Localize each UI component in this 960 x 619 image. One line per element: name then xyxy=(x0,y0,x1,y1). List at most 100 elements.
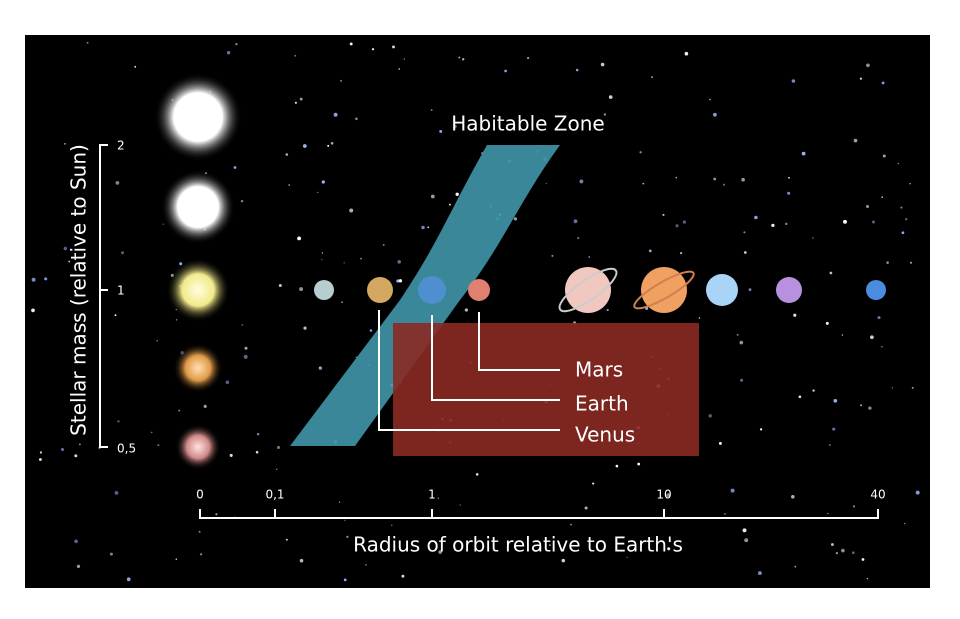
background-star xyxy=(114,314,117,317)
background-star xyxy=(603,113,607,116)
background-star xyxy=(74,539,78,544)
background-star xyxy=(277,446,280,449)
background-star xyxy=(684,51,689,56)
background-star xyxy=(866,63,870,68)
background-star xyxy=(830,543,834,546)
background-star xyxy=(31,308,35,313)
background-star xyxy=(458,56,461,59)
background-star xyxy=(340,79,343,82)
background-star xyxy=(527,57,530,60)
background-star xyxy=(736,333,739,336)
background-star xyxy=(651,76,654,79)
background-star xyxy=(868,406,872,410)
axis-line xyxy=(199,509,879,519)
background-star xyxy=(897,162,900,165)
background-star xyxy=(459,504,461,506)
background-star xyxy=(877,316,881,320)
background-star xyxy=(360,257,362,260)
background-star xyxy=(825,321,829,325)
star xyxy=(173,343,223,393)
background-star xyxy=(455,192,459,197)
background-star xyxy=(639,151,642,154)
background-star xyxy=(882,154,886,158)
background-star xyxy=(722,183,726,186)
background-star xyxy=(588,256,591,258)
background-star xyxy=(294,54,297,57)
background-star xyxy=(743,231,746,234)
background-star xyxy=(584,506,588,510)
background-star xyxy=(318,366,323,370)
background-star xyxy=(881,196,883,198)
background-star xyxy=(870,335,874,340)
background-star xyxy=(156,340,158,342)
background-star xyxy=(299,97,303,101)
background-star xyxy=(698,317,701,319)
background-star xyxy=(117,420,120,423)
x-tick-label: 0 xyxy=(196,488,204,502)
background-star xyxy=(382,244,385,246)
background-star xyxy=(575,68,579,72)
background-star xyxy=(321,258,323,261)
background-star xyxy=(83,205,87,208)
background-star xyxy=(570,523,572,526)
background-star xyxy=(346,535,349,539)
background-star xyxy=(866,577,868,580)
background-star xyxy=(852,505,856,508)
planet xyxy=(706,274,738,306)
background-star xyxy=(31,277,36,282)
background-star xyxy=(713,177,717,181)
background-star xyxy=(744,538,749,543)
background-star xyxy=(198,530,201,533)
background-star xyxy=(369,329,373,332)
background-star xyxy=(343,262,345,264)
background-star xyxy=(355,356,357,358)
background-star xyxy=(771,223,775,228)
pointer-line xyxy=(431,315,560,401)
background-star xyxy=(150,431,153,434)
background-star xyxy=(398,279,403,283)
star xyxy=(154,73,242,161)
planet xyxy=(866,280,886,300)
background-star xyxy=(793,313,797,317)
background-star xyxy=(60,447,65,452)
background-star xyxy=(343,578,347,582)
planet xyxy=(314,280,334,300)
background-star xyxy=(787,191,791,195)
background-star xyxy=(675,176,678,179)
background-star xyxy=(859,77,862,80)
background-star xyxy=(421,225,425,230)
background-star xyxy=(63,246,67,251)
background-star xyxy=(333,112,338,117)
background-star xyxy=(843,219,847,224)
planet xyxy=(641,267,687,313)
x-axis xyxy=(199,509,879,519)
axis-line xyxy=(99,144,108,448)
background-star xyxy=(38,458,42,461)
background-star xyxy=(675,224,679,228)
x-axis-label: Radius of orbit relative to Earth's xyxy=(353,533,683,557)
background-star xyxy=(114,490,119,495)
background-star xyxy=(64,143,66,145)
background-star xyxy=(909,182,911,185)
background-star xyxy=(841,334,844,336)
background-star xyxy=(713,112,717,117)
background-star xyxy=(545,182,547,185)
background-star xyxy=(741,177,745,182)
background-star xyxy=(791,495,795,499)
background-star xyxy=(801,151,806,156)
background-star xyxy=(881,81,885,85)
background-star xyxy=(68,260,71,263)
background-star xyxy=(175,558,178,560)
background-star xyxy=(852,551,855,554)
background-star xyxy=(233,166,237,169)
background-star xyxy=(371,48,375,51)
background-star xyxy=(642,182,645,185)
background-star xyxy=(344,519,346,522)
planet xyxy=(468,279,490,301)
background-star xyxy=(244,346,248,350)
background-star xyxy=(427,226,430,229)
x-tick-label: 1 xyxy=(428,488,436,502)
background-star xyxy=(881,345,883,348)
background-star xyxy=(901,231,905,235)
